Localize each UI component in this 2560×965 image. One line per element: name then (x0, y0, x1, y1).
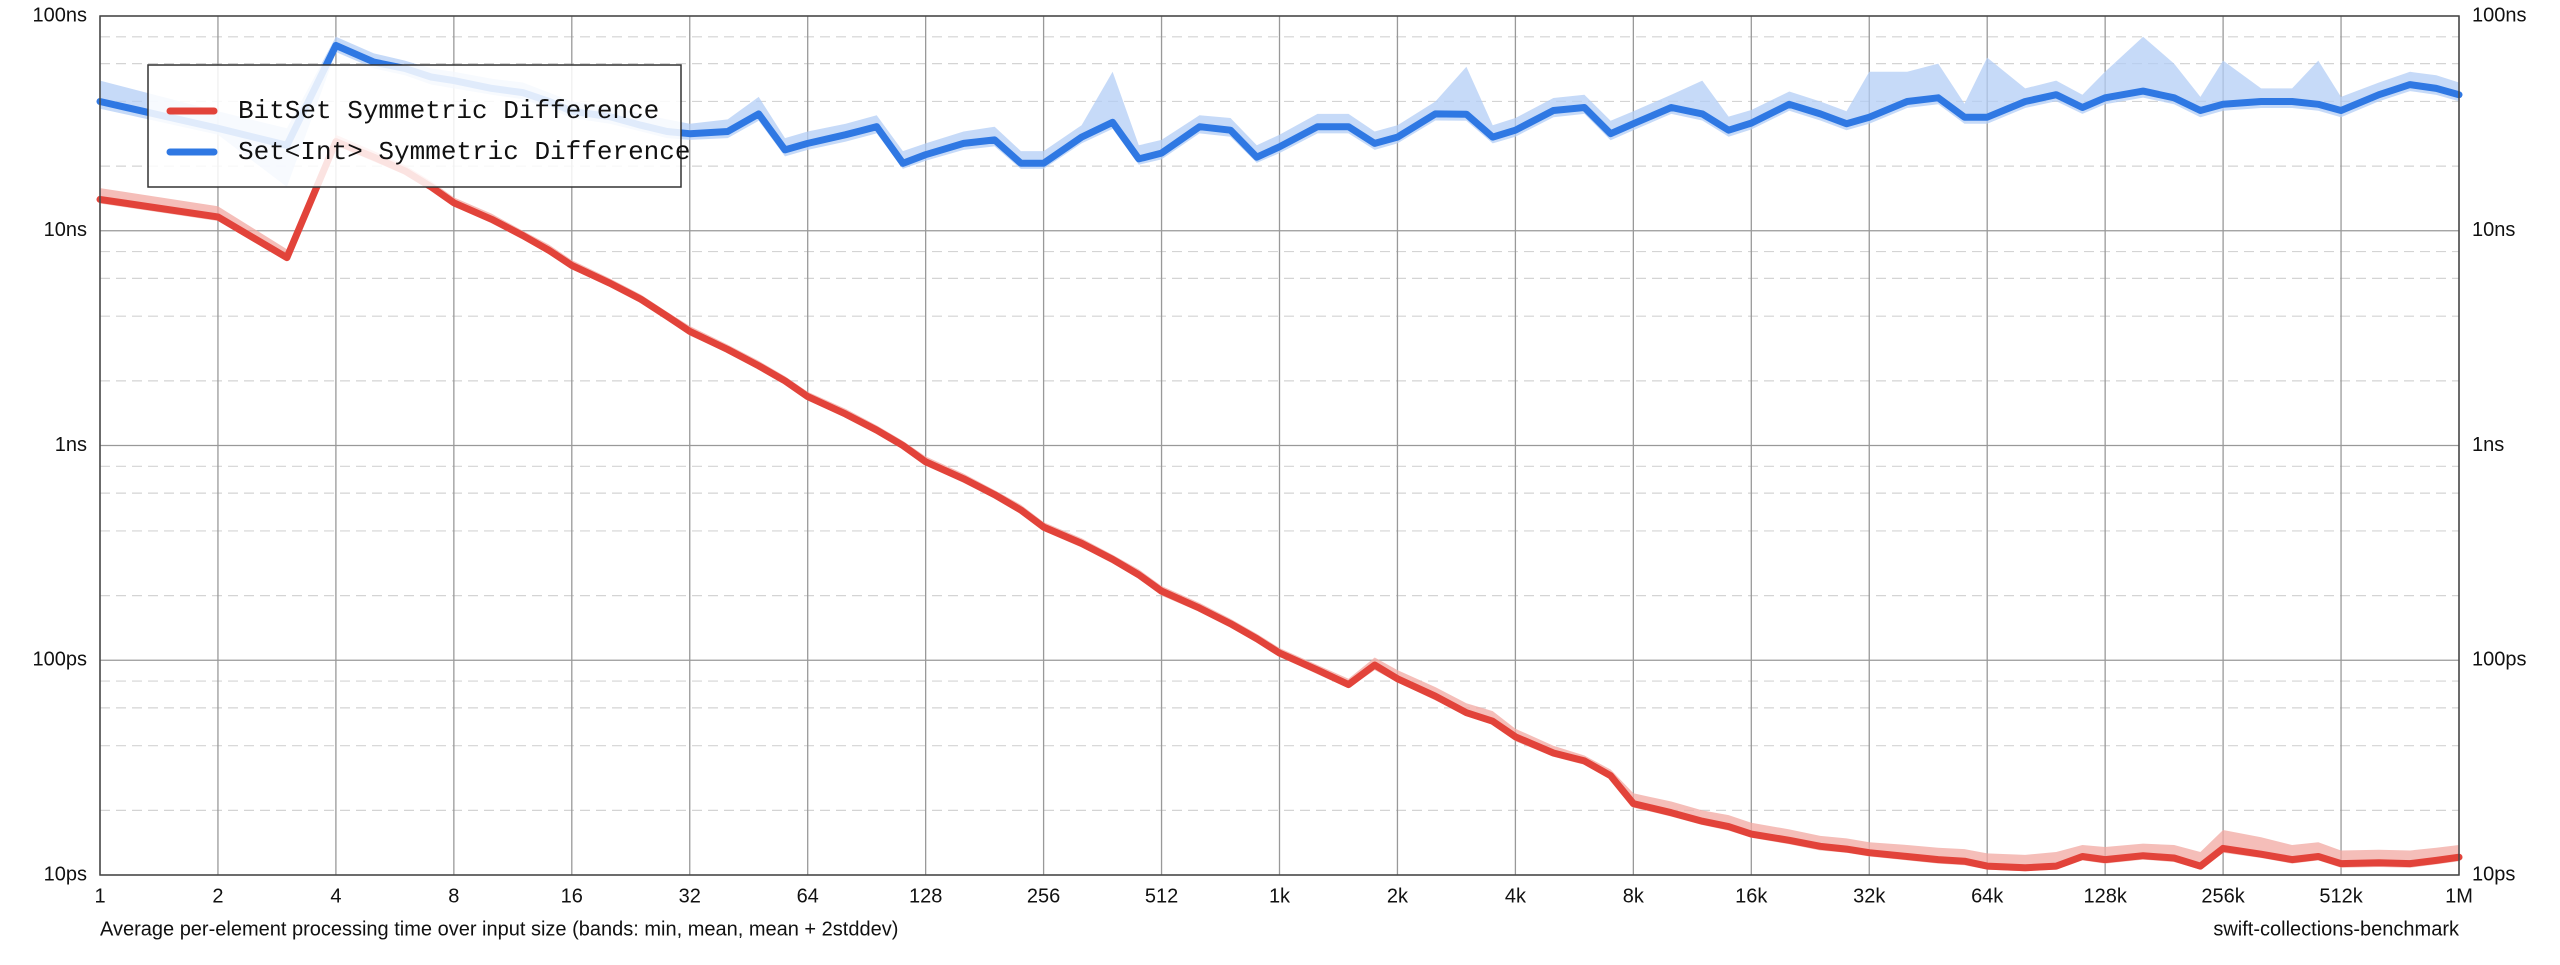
x-tick-label: 16 (561, 885, 583, 907)
legend: BitSet Symmetric Difference Set<Int> Symm… (147, 64, 690, 188)
x-tick-label: 128k (2083, 885, 2127, 907)
y2-tick-label: 100ns (2472, 4, 2527, 26)
series-line (96, 138, 2463, 872)
y2-tick-label: 10ns (2472, 219, 2515, 241)
x-tick-label: 256k (2201, 885, 2245, 907)
footer: Average per-element processing time over… (100, 918, 898, 940)
x-tick-label: 4k (1505, 885, 1527, 907)
labels: 10ps 10ps 100ps 100ps 1ns 1ns 10ns 10ns 100ns 100… (33, 4, 2527, 907)
y-tick-label: 1ns (55, 434, 87, 456)
x-tick-label: 128 (909, 885, 942, 907)
plot-frame (99, 15, 2460, 876)
x-tick-label: 2k (1387, 885, 1409, 907)
x-tick-label: 2 (212, 885, 223, 907)
x-tick-label: 16k (1735, 885, 1768, 907)
x-tick-label: 1M (2445, 885, 2473, 907)
legend-box (147, 64, 682, 188)
y-tick-label: 10ns (44, 219, 87, 241)
x-tick-label: 8 (448, 885, 459, 907)
x-tick-label: 8k (1623, 885, 1645, 907)
x-tick-label: 32 (679, 885, 701, 907)
y-tick-label: 100ns (33, 4, 88, 26)
x-tick-label: 1 (94, 885, 105, 907)
x-tick-label: 512k (2319, 885, 2363, 907)
x-tick-label: 4 (330, 885, 341, 907)
y2-tick-label: 100ps (2472, 649, 2527, 671)
y-tick-label: 100ps (33, 649, 88, 671)
x-tick-label: 256 (1027, 885, 1060, 907)
x-tick-label: 64 (797, 885, 819, 907)
y2-tick-label: 10ps (2472, 863, 2515, 885)
x-tick-label: 512 (1145, 885, 1178, 907)
x-tick-label: 64k (1971, 885, 2004, 907)
legend-label: BitSet Symmetric Difference (238, 96, 659, 126)
y-tick-label: 10ps (44, 863, 87, 885)
x-tick-label: 1k (1269, 885, 1291, 907)
error-band (100, 36, 2459, 187)
x-tick-label: 32k (1853, 885, 1886, 907)
legend-label: Set<Int> Symmetric Difference (238, 137, 690, 167)
y2-tick-label: 1ns (2472, 434, 2504, 456)
credit: swift-collections-benchmark (2213, 918, 2460, 940)
